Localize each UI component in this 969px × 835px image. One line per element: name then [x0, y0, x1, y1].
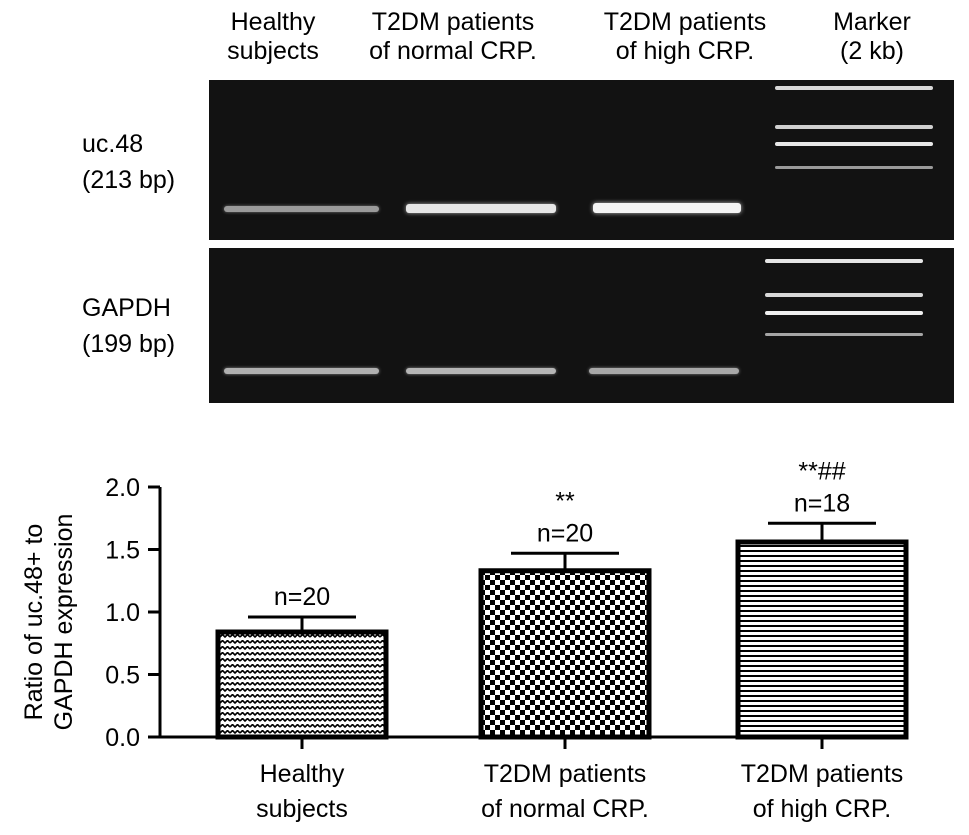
band-gapdh-marker-2	[765, 293, 923, 297]
band-gapdh-marker-4	[765, 333, 923, 336]
y-tick-label: 0.5	[105, 662, 140, 690]
lane-label-high-crp-line1: T2DM patients	[603, 8, 767, 36]
y-axis-label-line2: GAPDH expression	[50, 514, 78, 731]
bar-chart: Ratio of uc.48+ to GAPDH expression 0.0 0…	[20, 457, 909, 823]
band-gapdh-marker-3	[765, 311, 923, 315]
y-axis-label-line1: Ratio of uc.48+ to	[20, 524, 48, 721]
band-gapdh-high-crp	[589, 368, 739, 374]
significance-label: **	[555, 487, 575, 515]
n-label: n=20	[537, 519, 593, 547]
gel-panel-gapdh	[209, 248, 954, 403]
band-uc48-marker-1	[775, 86, 933, 90]
band-uc48-marker-2	[775, 125, 933, 129]
row-label-uc48-name: uc.48	[82, 130, 144, 158]
lane-label-marker: Marker (2 kb)	[812, 8, 932, 66]
band-gapdh-marker-1	[765, 259, 923, 263]
lane-label-healthy-line2: subjects	[227, 37, 319, 65]
row-label-gapdh-size: (199 bp)	[82, 330, 176, 358]
x-tick-label-line2: of normal CRP.	[481, 795, 649, 823]
lane-label-marker-line2: (2 kb)	[840, 37, 904, 65]
lane-label-healthy: Healthy subjects	[213, 8, 333, 66]
bar	[478, 568, 652, 740]
lane-label-healthy-line1: Healthy	[230, 8, 316, 36]
x-tick-label-line2: subjects	[256, 795, 348, 823]
n-label: n=18	[794, 489, 850, 517]
bar	[735, 539, 909, 740]
lane-label-normal-crp-line2: of normal CRP.	[369, 37, 537, 65]
lane-label-high-crp: T2DM patients of high CRP.	[575, 8, 795, 66]
x-tick-label-line1: T2DM patients	[741, 760, 904, 788]
band-uc48-marker-4	[775, 166, 933, 169]
y-tick-label: 0.0	[105, 724, 140, 752]
lane-label-marker-line1: Marker	[833, 8, 911, 36]
n-label: n=20	[274, 583, 330, 611]
row-label-gapdh: GAPDH (199 bp)	[82, 290, 175, 362]
band-uc48-marker-3	[775, 142, 933, 146]
x-tick-label-line1: Healthy	[260, 760, 345, 788]
gel-panel-uc48	[209, 80, 954, 240]
x-tick-label-line2: of high CRP.	[753, 795, 892, 823]
y-tick-label: 1.0	[105, 599, 140, 627]
row-label-uc48-size: (213 bp)	[82, 166, 176, 194]
y-tick-label: 2.0	[105, 474, 140, 502]
y-tick-label: 1.5	[105, 537, 140, 565]
band-uc48-healthy	[224, 206, 379, 212]
lane-label-normal-crp: T2DM patients of normal CRP.	[343, 8, 563, 66]
x-tick-label-line1: T2DM patients	[484, 760, 647, 788]
band-gapdh-healthy	[224, 368, 379, 374]
band-gapdh-normal-crp	[406, 368, 556, 374]
significance-label: **##	[798, 457, 845, 485]
lane-label-normal-crp-line1: T2DM patients	[371, 8, 535, 36]
bar	[215, 629, 389, 740]
lane-label-high-crp-line2: of high CRP.	[615, 37, 755, 65]
row-label-uc48: uc.48 (213 bp)	[82, 126, 175, 198]
band-uc48-normal-crp	[406, 204, 556, 213]
row-label-gapdh-name: GAPDH	[82, 294, 171, 322]
band-uc48-high-crp	[593, 203, 741, 213]
